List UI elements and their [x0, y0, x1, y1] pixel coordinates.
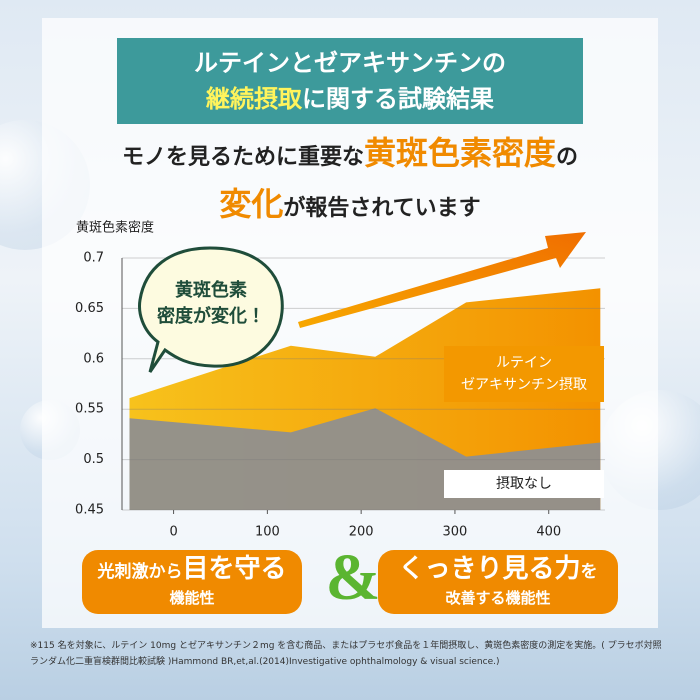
badge-sub: 改善する機能性: [445, 589, 551, 607]
x-tick-label: 100: [255, 525, 280, 540]
subtitle: モノを見るために重要な黄斑色素密度の 変化が報告されています: [0, 130, 700, 232]
y-tick-label: 0.7: [83, 251, 104, 266]
banner-highlight: 継続摂取: [206, 85, 302, 113]
trend-arrow: [298, 232, 586, 328]
y-tick-label: 0.55: [75, 402, 104, 417]
y-tick-label: 0.5: [83, 452, 104, 467]
badge: 光刺激から目を守る 機能性: [82, 550, 302, 614]
y-tick-label: 0.65: [75, 301, 104, 316]
subtitle-highlight: 変化: [219, 185, 284, 223]
badge-line: 光刺激から目を守る: [82, 554, 302, 587]
badge-sub: 機能性: [169, 589, 215, 607]
badge-line: くっきり見る力を: [378, 554, 618, 587]
banner-text: に関する試験結果: [302, 85, 494, 113]
annotation: 黄斑色素 密度が変化！: [157, 280, 265, 327]
x-tick-label: 400: [536, 525, 561, 540]
badge-small: 光刺激から: [97, 562, 183, 582]
badge: くっきり見る力を 改善する機能性: [378, 550, 618, 614]
subtitle-text: モノを見るために重要な: [121, 145, 364, 170]
badge-small: を: [580, 562, 598, 582]
subtitle-highlight: 黄斑色素密度: [363, 134, 556, 172]
annotation-bubble: [138, 246, 284, 373]
badge-big: くっきり見る力: [398, 554, 581, 584]
x-tick-label: 200: [349, 525, 374, 540]
y-tick-label: 0.45: [75, 503, 104, 518]
subtitle-text: の: [556, 145, 579, 170]
subtitle-line: 変化が報告されています: [0, 181, 700, 232]
x-tick-label: 300: [443, 525, 468, 540]
legend-entry: ルテイン ゼアキサンチン摂取: [444, 346, 604, 402]
badge-big: 目を守る: [182, 554, 287, 584]
banner-line: 継続摂取に関する試験結果: [117, 81, 583, 117]
banner-line: ルテインとゼアキサンチンの: [194, 49, 506, 77]
footnote: ※115 名を対象に、ルテイン 10mg とゼアキサンチン２mg を含む商品、ま…: [30, 641, 662, 667]
x-tick-label: 0: [169, 525, 177, 540]
subtitle-text: が報告されています: [283, 196, 481, 221]
legend-entry: 摂取なし: [444, 470, 604, 498]
y-tick-label: 0.6: [83, 351, 104, 366]
banner: ルテインとゼアキサンチンの 継続摂取に関する試験結果: [117, 38, 583, 124]
ampersand: &: [325, 541, 381, 614]
y-axis-label: 黄斑色素密度: [76, 220, 154, 236]
subtitle-line: モノを見るために重要な黄斑色素密度の: [0, 130, 700, 181]
